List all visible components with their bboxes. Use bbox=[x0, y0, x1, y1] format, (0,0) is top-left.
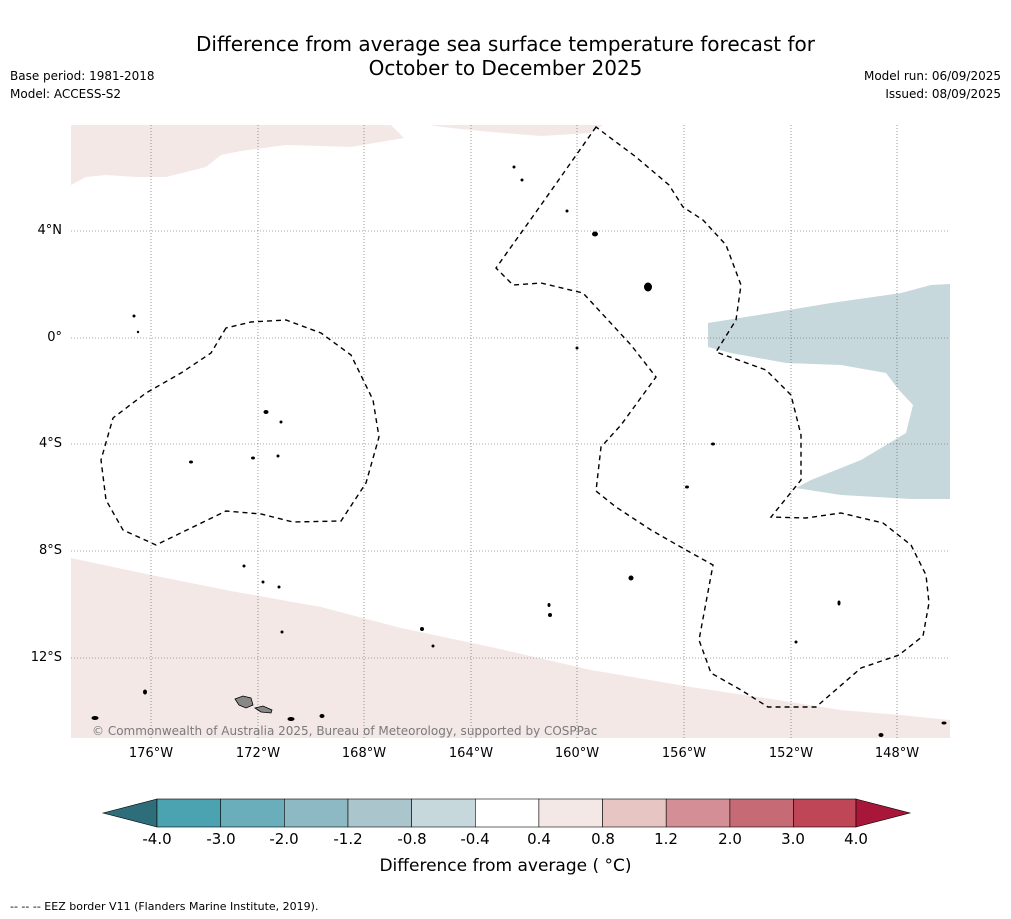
island bbox=[276, 454, 280, 458]
colorbar-tick-label: 0.8 bbox=[591, 830, 615, 848]
samoa-islands bbox=[234, 695, 273, 714]
colorbar-high-extension bbox=[855, 798, 912, 828]
model-name: Model: ACCESS-S2 bbox=[10, 87, 122, 101]
island bbox=[242, 564, 246, 568]
colorbar-label: Difference from average ( °C) bbox=[379, 856, 632, 876]
colorbar-segment bbox=[474, 798, 540, 828]
eez-border-kiribati-line bbox=[495, 126, 930, 708]
lon-tick-label: 176°W bbox=[128, 746, 174, 761]
island bbox=[136, 330, 140, 334]
issued-date: Issued: 08/09/2025 bbox=[885, 87, 1001, 101]
lon-tick-label: 148°W bbox=[874, 746, 920, 761]
island bbox=[565, 209, 569, 213]
island bbox=[592, 231, 598, 237]
lon-tick-label: 156°W bbox=[661, 746, 707, 761]
island bbox=[279, 420, 283, 424]
colorbar-segment bbox=[156, 798, 222, 828]
colorbar-tick-label: -1.2 bbox=[333, 830, 363, 848]
colorbar-tick-label: -0.4 bbox=[460, 830, 490, 848]
warm-anomaly-region-north bbox=[429, 125, 603, 136]
colorbar-segment bbox=[538, 798, 603, 828]
colorbar-segment bbox=[220, 798, 285, 828]
meta-right: Model run: 06/09/2025 Issued: 08/09/2025 bbox=[864, 67, 1001, 103]
colorbar-segment bbox=[602, 798, 667, 828]
chart-title: Difference from average sea surface temp… bbox=[0, 32, 1011, 80]
colorbar-segment bbox=[665, 798, 731, 828]
island bbox=[512, 165, 516, 169]
island bbox=[941, 721, 947, 725]
island bbox=[277, 585, 281, 589]
colorbar-segment bbox=[411, 798, 476, 828]
cool-anomaly-region-east bbox=[708, 284, 950, 499]
warm-anomaly-region-south bbox=[71, 558, 950, 738]
island-savaii bbox=[234, 695, 254, 709]
colorbar bbox=[101, 798, 912, 828]
sst-map bbox=[71, 125, 950, 738]
island bbox=[143, 689, 147, 695]
colorbar-segment bbox=[283, 798, 349, 828]
colorbar-tick-label: 1.2 bbox=[654, 830, 678, 848]
lon-tick-label: 152°W bbox=[768, 746, 814, 761]
island bbox=[280, 630, 284, 634]
colorbar-tick-label: -4.0 bbox=[142, 830, 172, 848]
colorbar-segment bbox=[793, 798, 857, 828]
colorbar-tick-label: 3.0 bbox=[781, 830, 805, 848]
island bbox=[263, 410, 269, 414]
base-period: Base period: 1981-2018 bbox=[10, 69, 155, 83]
title-line-1: Difference from average sea surface temp… bbox=[195, 32, 815, 56]
island bbox=[520, 178, 524, 182]
copyright-notice: © Commonwealth of Australia 2025, Bureau… bbox=[92, 724, 598, 738]
meta-left: Base period: 1981-2018 Model: ACCESS-S2 bbox=[10, 67, 155, 103]
island bbox=[575, 346, 579, 350]
colorbar-tick-label: 4.0 bbox=[844, 830, 868, 848]
islands bbox=[91, 165, 947, 737]
island bbox=[287, 717, 295, 721]
lat-tick-label: 12°S bbox=[30, 650, 62, 665]
island bbox=[251, 456, 255, 460]
eez-borders bbox=[100, 126, 930, 708]
island bbox=[628, 575, 634, 581]
lat-tick-label: 8°S bbox=[38, 543, 62, 558]
lon-tick-label: 160°W bbox=[554, 746, 600, 761]
island bbox=[794, 640, 798, 644]
colorbar-tick-label: 2.0 bbox=[718, 830, 742, 848]
lon-tick-label: 168°W bbox=[341, 746, 387, 761]
colorbar-tick-label: 0.4 bbox=[527, 830, 551, 848]
colorbar-tick-label: -0.8 bbox=[397, 830, 427, 848]
island bbox=[878, 733, 884, 737]
warm-anomaly-region-northwest bbox=[71, 125, 404, 185]
colorbar-segment bbox=[347, 798, 412, 828]
lon-tick-label: 164°W bbox=[448, 746, 494, 761]
title-line-2: October to December 2025 bbox=[368, 56, 643, 80]
island bbox=[189, 460, 193, 464]
island bbox=[547, 603, 551, 607]
island bbox=[261, 580, 265, 584]
island bbox=[91, 716, 99, 720]
island bbox=[319, 714, 325, 718]
island-upolu bbox=[254, 705, 273, 714]
lat-tick-label: 0° bbox=[47, 330, 62, 345]
island bbox=[685, 485, 689, 489]
island bbox=[420, 627, 424, 631]
island bbox=[644, 282, 652, 292]
island bbox=[132, 314, 136, 318]
colorbar-low-extension bbox=[101, 798, 158, 828]
island bbox=[711, 442, 715, 446]
island bbox=[431, 644, 435, 648]
colorbar-tick-label: -2.0 bbox=[269, 830, 299, 848]
gridlines bbox=[71, 125, 950, 738]
island bbox=[837, 600, 841, 606]
colorbar-tick-label: -3.0 bbox=[206, 830, 236, 848]
lat-tick-label: 4°S bbox=[38, 436, 62, 451]
eez-footnote: -- -- -- EEZ border V11 (Flanders Marine… bbox=[10, 900, 319, 913]
lon-tick-label: 172°W bbox=[235, 746, 281, 761]
colorbar-segment bbox=[729, 798, 794, 828]
lat-tick-label: 4°N bbox=[37, 223, 63, 238]
island bbox=[548, 613, 552, 617]
model-run: Model run: 06/09/2025 bbox=[863, 69, 1001, 83]
eez-border-tokelau bbox=[100, 319, 380, 546]
